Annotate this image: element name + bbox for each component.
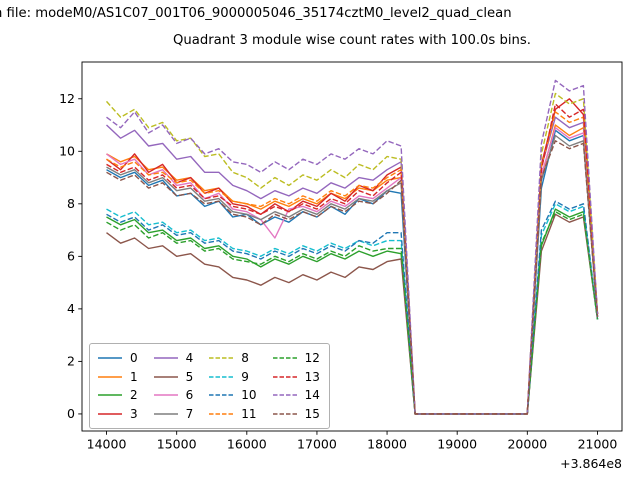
legend-label: 3 [130,406,138,421]
legend: 0 1 2 3 4 5 6 7 8 9 10 11 12 13 14 15 [89,343,330,429]
legend-item-8: 8 [208,349,256,368]
legend-item-5: 5 [153,368,194,387]
legend-label: 15 [304,406,320,421]
legend-label: 11 [241,406,257,421]
legend-item-13: 13 [272,368,320,387]
legend-line-sample [209,412,234,415]
svg-text:21000: 21000 [578,437,618,452]
legend-column: 12 13 14 15 [272,349,320,423]
legend-line-sample [272,357,297,360]
svg-text:16000: 16000 [227,437,267,452]
legend-item-3: 3 [97,405,138,424]
svg-text:12: 12 [59,91,75,106]
legend-line-sample [153,375,178,378]
axes-title: Quadrant 3 module wise count rates with … [173,33,531,48]
legend-line-sample [153,357,178,360]
legend-item-12: 12 [272,349,320,368]
plot-border [81,61,623,432]
series-line-13 [106,103,599,415]
svg-text:17000: 17000 [297,437,337,452]
series-lines [105,79,599,415]
legend-label: 5 [185,369,194,384]
legend-label: 6 [185,388,194,403]
legend-label: 4 [185,351,194,366]
svg-text:4: 4 [67,301,75,316]
legend-line-sample [209,394,234,397]
svg-text:2: 2 [67,354,75,369]
legend-label: 12 [304,351,320,366]
legend-line-sample [98,375,122,378]
x-axis-ticks: 14000 15000 16000 17000 18000 19000 20000 21000… [87,431,622,471]
legend-item-0: 0 [97,349,138,368]
legend-label: 7 [185,406,194,421]
legend-label: 14 [304,388,320,403]
series-line-15 [106,140,599,415]
legend-item-15: 15 [272,405,320,424]
y-axis-ticks: 0 2 4 6 8 10 12 [59,91,82,421]
legend-item-10: 10 [208,386,257,405]
legend-line-sample [209,357,234,360]
legend-line-sample [98,412,122,415]
legend-item-14: 14 [272,386,320,405]
legend-label: 8 [241,351,249,366]
legend-label: 9 [241,369,249,384]
legend-item-7: 7 [153,405,194,424]
legend-item-2: 2 [97,386,138,405]
x-axis-offset: +3.864e8 [560,456,622,471]
legend-line-sample [98,394,122,397]
legend-column: 4 5 6 7 [153,349,194,424]
legend-item-6: 6 [153,386,194,405]
svg-text:20000: 20000 [507,437,547,452]
legend-item-1: 1 [97,368,138,387]
legend-item-11: 11 [208,405,257,424]
legend-label: 2 [130,388,138,403]
legend-line-sample [98,357,122,360]
svg-text:19000: 19000 [437,437,477,452]
legend-line-sample [272,394,297,397]
legend-line-sample [209,375,234,378]
svg-text:8: 8 [67,196,75,211]
svg-text:10: 10 [59,144,75,159]
svg-text:18000: 18000 [367,437,407,452]
legend-line-sample [153,412,178,415]
legend-label: 1 [130,369,138,384]
svg-text:6: 6 [67,249,75,264]
legend-column: 8 9 10 11 [208,349,257,424]
legend-item-4: 4 [153,349,194,368]
svg-text:14000: 14000 [87,437,127,452]
series-line-10 [106,200,599,415]
legend-label: 10 [241,388,257,403]
legend-label: 13 [304,369,320,384]
svg-text:15000: 15000 [157,437,197,452]
file-title: n file: modeM0/AS1C07_001T06_9000005046_… [0,6,512,21]
legend-line-sample [272,375,297,378]
svg-text:0: 0 [67,406,75,421]
legend-label: 0 [130,351,138,366]
legend-line-sample [272,412,297,415]
legend-line-sample [153,394,178,397]
legend-column: 0 1 2 3 [97,349,138,423]
legend-item-9: 9 [208,368,256,387]
